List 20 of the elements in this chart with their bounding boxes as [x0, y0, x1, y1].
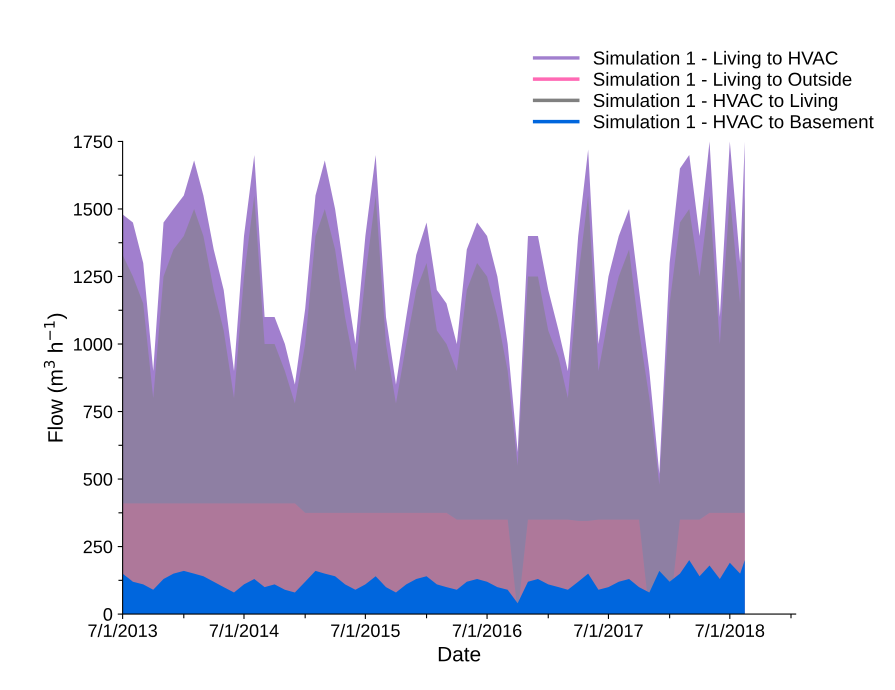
y-tick-label: 1000 — [74, 338, 112, 351]
y-axis-title: Flow (m$^{3}$ h$^{−1}$) — [44, 314, 67, 442]
legend-label: Simulation 1 - HVAC to Living — [594, 93, 838, 111]
y-tick-label: 1250 — [74, 270, 112, 284]
x-tick-label: 7/1/2014 — [210, 624, 279, 638]
legend-label: Simulation 1 - HVAC to Basement — [594, 114, 874, 128]
x-tick-label: 7/1/2017 — [574, 624, 643, 638]
y-tick-label: 1750 — [74, 135, 112, 148]
x-tick-label: 7/1/2013 — [88, 624, 157, 638]
x-tick-label: 7/1/2018 — [696, 624, 764, 638]
y-tick-label: 750 — [84, 405, 112, 418]
x-axis-title: Date — [438, 646, 480, 662]
y-tick-label: 1500 — [74, 202, 112, 216]
x-tick-label: 7/1/2016 — [452, 624, 522, 638]
y-tick-label: 500 — [83, 472, 112, 486]
legend-label: Simulation 1 - Living to HVAC — [594, 50, 838, 68]
y-tick-label: 250 — [84, 540, 112, 554]
x-tick-label: 7/1/2015 — [331, 624, 400, 638]
legend-label: Simulation 1 - Living to Outside — [594, 72, 852, 90]
y-tick-label: 0 — [104, 608, 112, 621]
